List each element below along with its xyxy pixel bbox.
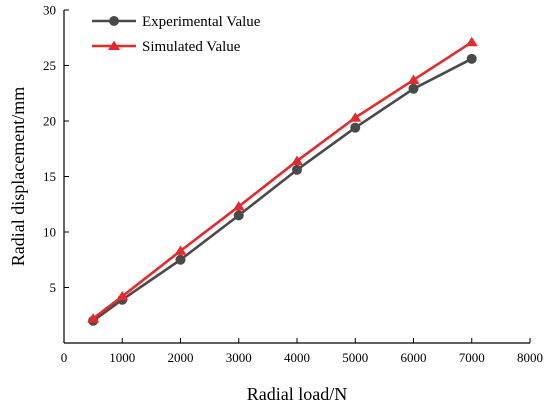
series-line-simulated: [92, 41, 473, 320]
data-point-experimental: [350, 122, 361, 133]
plot-area: [87, 36, 478, 326]
x-tick-label: 8000: [517, 350, 543, 365]
data-point-experimental: [466, 53, 477, 64]
x-tick-label: 7000: [459, 350, 485, 365]
data-point-simulated: [291, 155, 303, 166]
data-point-simulated: [116, 290, 129, 301]
data-point-simulated: [465, 36, 478, 47]
x-tick-label: 6000: [401, 350, 427, 365]
y-ticks: 5 10 15 20 25 30: [43, 3, 69, 295]
data-point-simulated: [174, 245, 187, 255]
y-tick-label: 5: [50, 280, 57, 295]
data-point-experimental: [408, 83, 419, 94]
x-tick-label: 4000: [284, 350, 310, 365]
data-point-experimental: [175, 254, 186, 265]
y-tick-label: 20: [43, 114, 56, 129]
x-tick-label: 0: [61, 350, 68, 365]
series-line-experimental: [92, 57, 473, 322]
x-tick-label: 2000: [168, 350, 194, 365]
data-point-experimental: [292, 164, 302, 175]
legend-marker-simulated: [108, 40, 120, 51]
legend-item-simulated: Simulated Value: [92, 39, 241, 55]
x-tick-label: 5000: [342, 350, 368, 365]
x-ticks: 0 1000 2000 3000 4000 5000 6000 7000 8000: [61, 338, 543, 365]
data-point-simulated: [232, 201, 245, 211]
x-axis-title: Radial load/N: [247, 384, 347, 404]
data-point-experimental: [233, 210, 244, 221]
y-tick-label: 25: [43, 58, 56, 73]
y-tick-label: 30: [43, 3, 56, 18]
x-tick-label: 1000: [109, 350, 135, 365]
legend-label-experimental: Experimental Value: [142, 14, 261, 30]
legend-marker-experimental: [109, 16, 119, 26]
x-tick-label: 3000: [226, 350, 252, 365]
data-point-simulated: [407, 74, 420, 84]
y-axis-title: Radial displacement/mm: [8, 87, 28, 266]
legend: Experimental Value Simulated Value: [92, 14, 261, 55]
y-tick-label: 15: [43, 169, 56, 184]
legend-label-simulated: Simulated Value: [142, 39, 241, 55]
y-tick-label: 10: [43, 225, 56, 240]
data-point-simulated: [349, 112, 362, 122]
legend-item-experimental: Experimental Value: [92, 14, 261, 30]
data-point-simulated: [87, 313, 100, 323]
